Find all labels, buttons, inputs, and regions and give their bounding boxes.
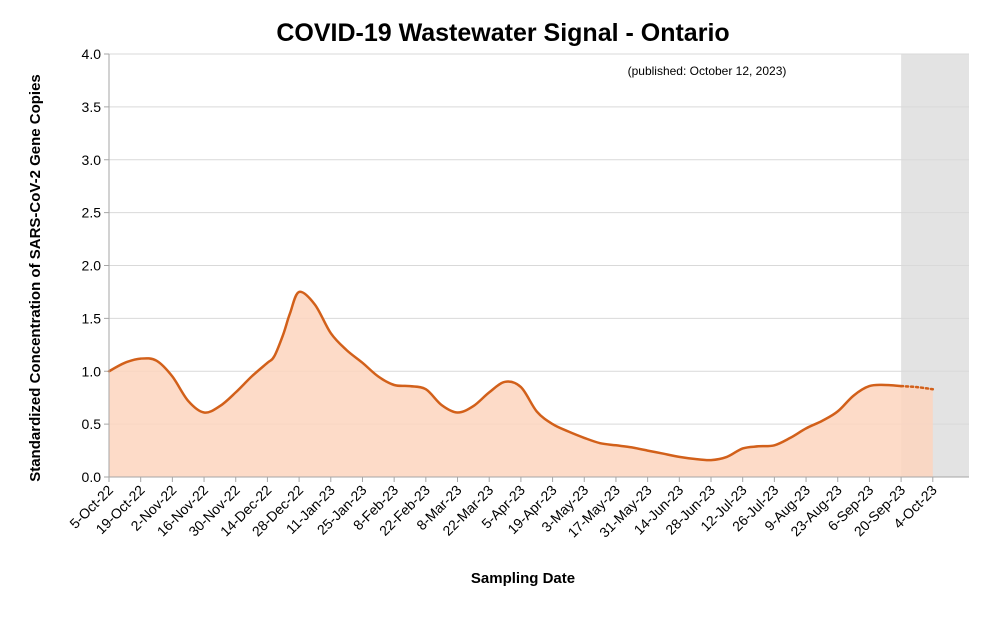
y-tick-label: 4.0 [82,46,102,62]
series-line-provisional [899,384,935,391]
y-tick-label: 2.5 [82,205,102,221]
series-area [109,291,933,477]
x-axis-title: Sampling Date [471,570,575,587]
chart-title: COVID-19 Wastewater Signal - Ontario [276,19,729,47]
y-tick-label: 3.5 [82,99,102,115]
y-tick-label: 3.0 [82,152,102,168]
series-line [107,290,903,462]
y-tick-label: 0.0 [82,469,102,485]
y-tick-label: 0.5 [82,416,102,432]
plot-area: 0.00.51.01.52.02.53.03.54.05-Oct-2219-Oc… [66,46,969,540]
y-tick-label: 1.5 [82,310,102,326]
y-tick-label: 2.0 [82,258,102,274]
published-note: (published: October 12, 2023) [628,64,787,78]
y-axis-title: Standardized Concentration of SARS-CoV-2… [27,74,44,482]
y-tick-label: 1.0 [82,363,102,379]
